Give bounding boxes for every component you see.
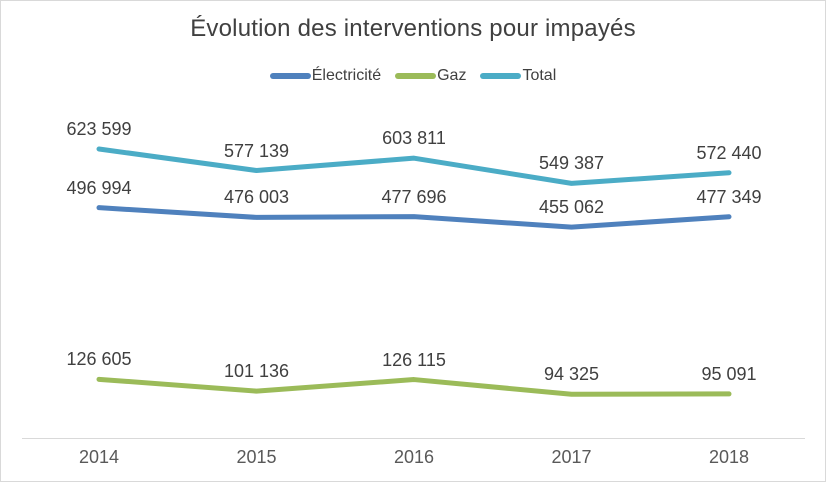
x-axis-label-4: 2018 [708,447,750,467]
data-label-2-2: 603 811 [382,128,446,149]
x-axis-line [22,438,805,439]
legend-marker-electricite [269,73,311,79]
data-label-1-0: 126 605 [66,349,132,370]
data-label-1-1: 101 136 [223,361,290,382]
legend-label-total: Total [522,67,557,84]
x-axis-label-1: 2015 [236,447,277,467]
legend-item-electricite: Électricité [269,67,382,85]
data-label-2-1: 577 139 [223,140,290,161]
data-label-1-3: 94 325 [543,364,600,385]
series-line-2 [96,146,732,186]
x-axis-label-2: 2016 [393,447,435,467]
legend-label-gaz: Gaz [437,67,467,84]
legend-label-electricite: Électricité [311,67,382,84]
data-label-0-2: 477 696 [381,186,447,207]
series-line-1 [96,376,732,397]
x-axis-label-3: 2017 [551,447,592,467]
legend-marker-gaz [395,73,437,79]
legend-item-gaz: Gaz [395,67,466,85]
data-label-1-4: 95 091 [701,363,757,384]
legend-item-total: Total [480,67,556,85]
data-label-0-4: 477 349 [696,186,762,207]
data-label-0-0: 496 994 [66,177,132,198]
legend: Électricité Gaz Total [1,67,825,85]
data-label-0-1: 476 003 [223,187,290,208]
series-line-0 [96,205,732,230]
data-label-2-0: 623 599 [66,119,132,139]
legend-marker-total [480,73,522,79]
data-label-2-3: 549 387 [538,153,605,174]
chart-title: Évolution des interventions pour impayés [190,15,636,42]
data-label-0-3: 455 062 [538,197,605,218]
data-label-1-2: 126 115 [382,349,446,370]
x-axis-label-0: 2014 [78,447,120,467]
data-label-2-4: 572 440 [696,142,762,163]
